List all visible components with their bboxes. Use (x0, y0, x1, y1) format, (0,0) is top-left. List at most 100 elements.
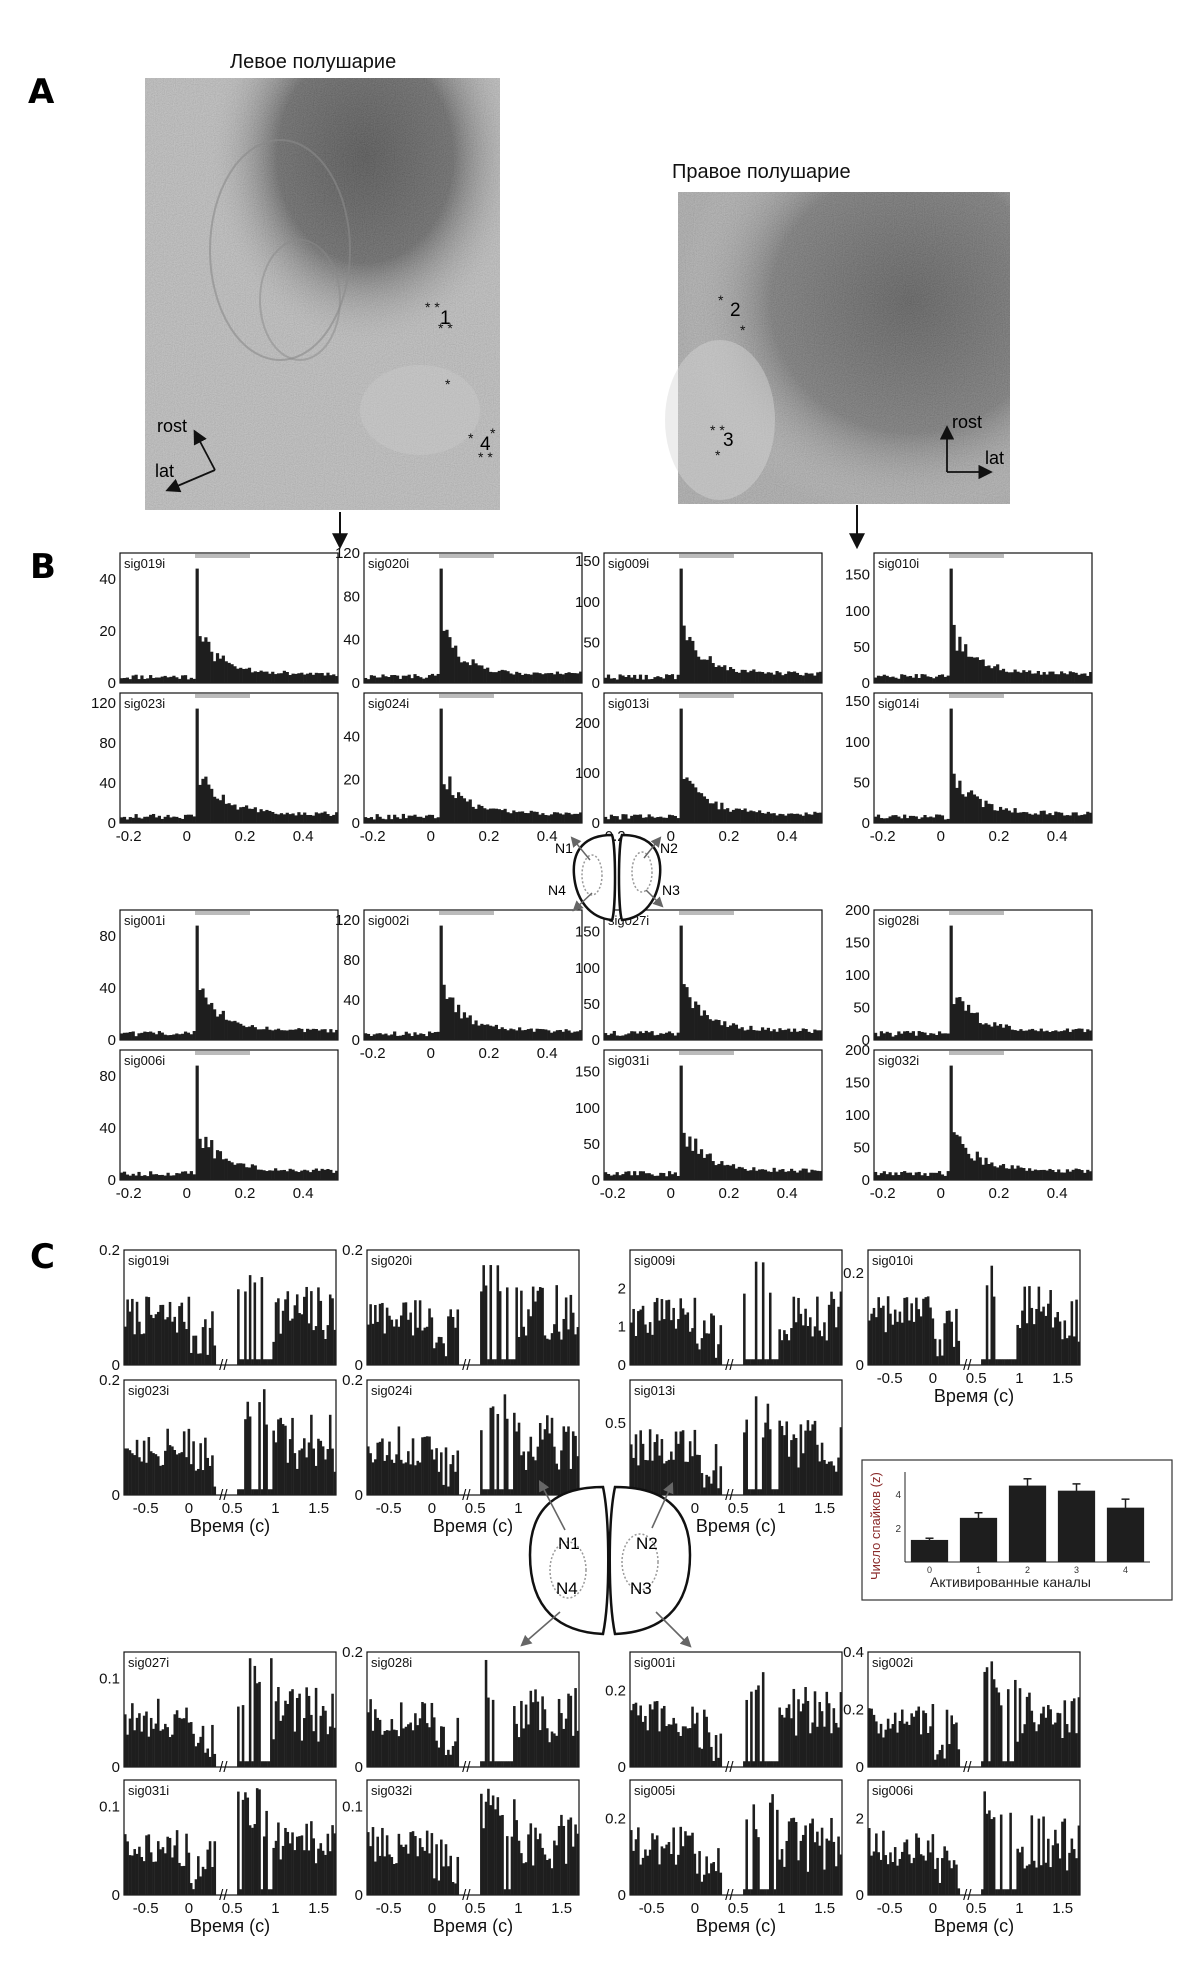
c-xtick-sig032i-0: 0 (428, 1900, 436, 1917)
c-bar-sig013i-24 (686, 1461, 690, 1495)
c-bar-sig009i-58 (766, 1359, 770, 1365)
b-bar-sig010i-69 (1074, 672, 1078, 683)
b-bar-sig027i-62 (784, 1029, 788, 1040)
panel-a-letter: A (28, 72, 55, 112)
b-bar-sig006i-24 (189, 1171, 193, 1180)
c-bar-sig009i-56 (761, 1262, 765, 1365)
c-bar-sig013i-17 (670, 1451, 673, 1495)
c-bar-sig002i-56 (999, 1705, 1003, 1767)
b-bar-sig010i-26 (949, 568, 953, 683)
b-bar-sig023i-36 (224, 803, 228, 823)
c-bar-sig023i-65 (277, 1419, 280, 1495)
c-bar-sig001i-69 (792, 1688, 796, 1767)
c-bar-sig027i-56 (255, 1683, 259, 1767)
c-bar-sig031i-58 (260, 1889, 264, 1895)
c-bar-sig009i-11 (655, 1297, 659, 1365)
b-bar-sig002i-12 (398, 1035, 403, 1040)
c-bar-sig028i-18 (409, 1722, 412, 1767)
c-bar-sig013i-5 (641, 1443, 645, 1495)
c-bar-sig027i-60 (265, 1761, 268, 1767)
c-bar-sig031i-59 (262, 1836, 266, 1895)
b-bar-sig014i-61 (1051, 815, 1055, 823)
b-bar-sig023i-67 (314, 812, 318, 823)
c-bar-sig009i-30 (700, 1338, 704, 1365)
b-bar-sig010i-4 (885, 675, 889, 683)
b-bar-sig010i-5 (888, 677, 892, 683)
b-bar-sig020i-2 (369, 675, 374, 683)
b-bar-sig006i-35 (221, 1159, 225, 1180)
b-bar-sig031i-48 (743, 1168, 747, 1180)
c-bar-sig019i-72 (293, 1305, 297, 1365)
b-bar-sig014i-25 (946, 818, 950, 823)
c-bar-sig010i-83 (1063, 1320, 1067, 1365)
c-ytick-sig001i-0: 0 (618, 1759, 626, 1776)
b-bar-sig032i-52 (1025, 1170, 1029, 1180)
c-bar-sig009i-57 (764, 1359, 767, 1365)
c-bar-sig020i-84 (564, 1297, 568, 1365)
b-bar-sig027i-2 (609, 1033, 614, 1040)
b-bar-sig001i-17 (169, 1034, 173, 1040)
b-bar-sig013i-29 (688, 780, 692, 823)
b-bar-sig006i-59 (291, 1169, 295, 1180)
c-bar-sig027i-80 (312, 1731, 315, 1767)
c-xtick-sig024i-0-5: 0.5 (465, 1500, 486, 1517)
inset-xtick-0: 0 (927, 1565, 932, 1575)
inset-bar-4 (1106, 1507, 1145, 1562)
c-bar-sig001i-14 (662, 1705, 666, 1767)
b-bar-sig014i-27 (952, 773, 956, 823)
b-bar-sig013i-73 (816, 812, 820, 823)
c-bar-sig024i-83 (562, 1426, 566, 1495)
c-bar-sig028i-76 (546, 1728, 549, 1767)
c-bar-sig023i-1 (126, 1448, 129, 1495)
c-bar-sig005i-5 (641, 1857, 645, 1895)
b-bar-sig013i-6 (621, 814, 625, 823)
c-bar-sig032i-38 (456, 1856, 460, 1895)
b-bar-sig020i-70 (567, 672, 571, 683)
c-xtick-sig010i-0: 0 (929, 1370, 937, 1387)
b-channel-label-sig031i: sig031i (608, 1053, 649, 1068)
b-bar-sig001i-12 (154, 1034, 159, 1040)
b-bar-sig006i-18 (172, 1175, 176, 1180)
b-bar-sig014i-36 (978, 798, 982, 823)
b-bar-sig001i-23 (186, 1032, 191, 1040)
c-bar-sig019i-79 (310, 1291, 313, 1365)
c-bar-sig010i-13 (898, 1311, 902, 1365)
c-bar-sig019i-50 (241, 1359, 245, 1365)
b-bar-sig002i-11 (395, 1035, 400, 1040)
c-channel-label-sig023i: sig023i (128, 1383, 169, 1398)
c-bar-sig020i-3 (374, 1305, 377, 1365)
c-bar-sig002i-65 (1021, 1733, 1024, 1767)
b-bar-sig032i-34 (972, 1160, 977, 1180)
b-bar-sig014i-21 (935, 814, 939, 823)
b-bar-sig027i-46 (737, 1028, 741, 1040)
c-bar-sig019i-37 (211, 1311, 214, 1365)
c-xtick-sig010i-1-5: 1.5 (1052, 1370, 1073, 1387)
b-bar-sig020i-11 (395, 675, 400, 683)
c-bar-sig032i-30 (437, 1880, 441, 1895)
c-bar-sig027i-69 (286, 1703, 290, 1767)
c-bar-sig020i-57 (501, 1359, 504, 1365)
b-bar-sig013i-4 (615, 816, 619, 823)
b-bar-sig014i-24 (943, 819, 947, 823)
c-bar-sig032i-31 (440, 1839, 443, 1895)
b-bar-sig019i-45 (250, 672, 255, 683)
b-bar-sig006i-43 (244, 1167, 249, 1180)
b-xtick-sig024i--0-2: -0.2 (360, 828, 386, 845)
c-bar-sig005i-23 (684, 1831, 687, 1895)
c-bar-sig006i-62 (1014, 1889, 1017, 1895)
b-bar-sig032i-71 (1080, 1170, 1084, 1180)
c-xtick-sig031i-0: 0 (185, 1900, 193, 1917)
c-bar-sig019i-52 (246, 1359, 250, 1365)
c-bar-sig001i-4 (639, 1705, 642, 1767)
c-bar-sig019i-35 (206, 1354, 209, 1365)
c-bar-sig023i-38 (213, 1486, 217, 1495)
c-bar-sig005i-16 (667, 1842, 671, 1895)
c-bar-sig013i-82 (823, 1459, 826, 1495)
b-bar-sig001i-25 (192, 1031, 196, 1040)
b-bar-sig024i-34 (462, 798, 467, 823)
c-bar-sig027i-85 (324, 1710, 327, 1767)
b-bar-sig028i-8 (897, 1031, 901, 1040)
b-bar-sig031i-35 (705, 1154, 709, 1180)
c-bar-sig031i-81 (314, 1863, 318, 1895)
